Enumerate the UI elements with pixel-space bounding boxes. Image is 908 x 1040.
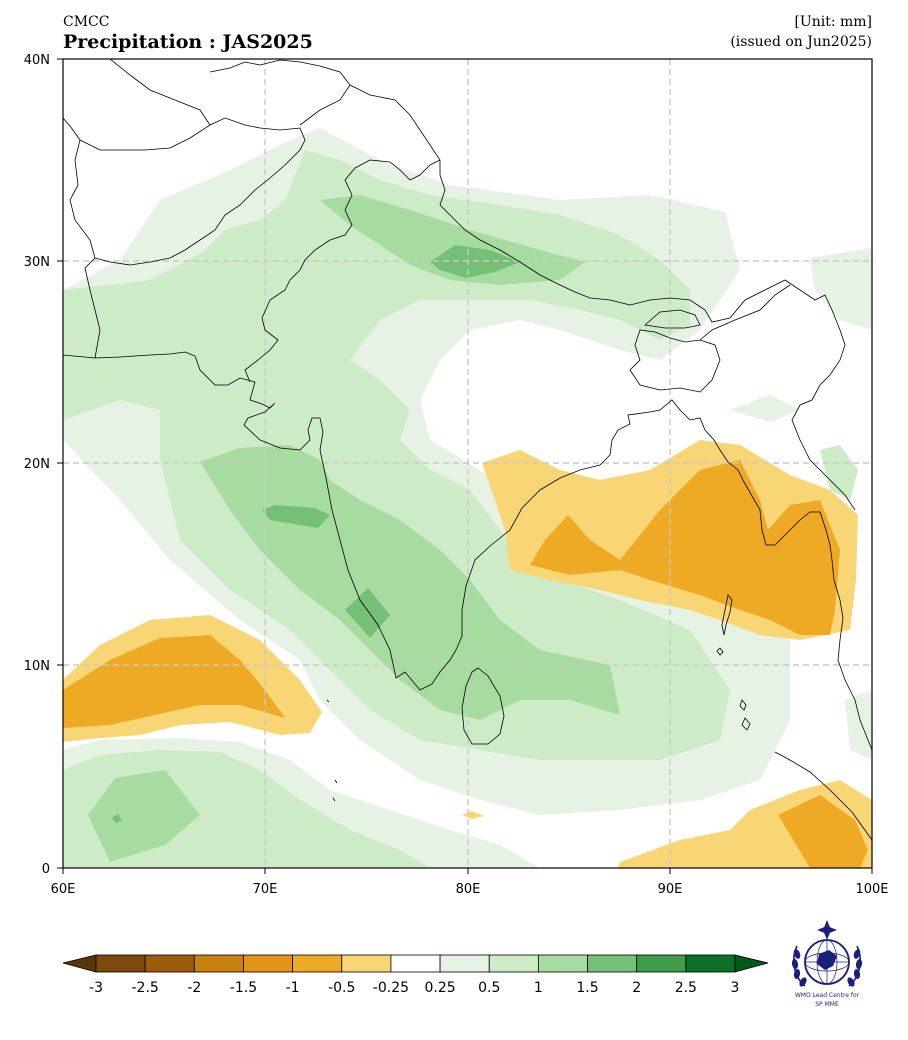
colorbar-cell xyxy=(390,954,441,973)
border-northeast xyxy=(699,284,791,341)
source-label: CMCC xyxy=(63,14,110,30)
precip-anomaly-field xyxy=(63,128,872,868)
coastline-myanmar-south xyxy=(837,639,872,751)
colorbar-label: 1.5 xyxy=(576,980,598,996)
logo-text-line1: WMO Lead Centre for xyxy=(794,992,860,999)
colorbar-cell xyxy=(292,954,343,973)
colorbar-label: 0.25 xyxy=(424,980,455,996)
colorbar-cell xyxy=(193,954,244,973)
field-dry-orange-arabian xyxy=(63,635,285,728)
x-tick-label: 100E xyxy=(855,882,888,897)
colorbar-cell xyxy=(488,954,539,973)
x-tick-label: 70E xyxy=(253,882,278,897)
coastline-srilanka xyxy=(461,667,505,745)
field-green-dark-south xyxy=(345,588,390,638)
colorbar-label: -0.5 xyxy=(328,980,355,996)
colorbar-cell xyxy=(95,954,146,973)
colorbar-cells xyxy=(95,954,736,973)
field-dry-orange-bay xyxy=(530,460,840,635)
colorbar-cell xyxy=(243,954,294,973)
colorbar-label: -2 xyxy=(187,980,201,996)
coastline-india xyxy=(63,351,844,691)
border-china-nepal xyxy=(439,160,856,511)
colorbar-cell xyxy=(341,954,392,973)
field-green-light-bay xyxy=(730,395,800,422)
colorbar-labels: -3 -2.5 -2 -1.5 -1 -0.5 -0.25 0.25 0.5 1 1.5 2 2.5 3 xyxy=(89,980,739,996)
border-afghanistan xyxy=(79,117,306,266)
field-green-dark-dot xyxy=(112,814,122,823)
field-green-medium xyxy=(63,150,730,760)
colorbar-label: 1 xyxy=(534,980,543,996)
y-tick-label: 30N xyxy=(24,255,50,270)
coastline-sumatra xyxy=(774,751,872,841)
colorbar-cell xyxy=(144,954,195,973)
colorbar-cell xyxy=(439,954,490,973)
y-tick-label: 0 xyxy=(42,862,50,877)
border-north xyxy=(109,59,211,126)
colorbar-label: -2.5 xyxy=(131,980,158,996)
colorbar-over-arrow xyxy=(734,954,769,973)
map-title: Precipitation : JAS2025 xyxy=(63,31,313,53)
wmo-logo xyxy=(791,920,863,987)
field-green-light-southeast xyxy=(845,690,872,760)
field-green-strong-south xyxy=(88,770,200,862)
colorbar-cell xyxy=(685,954,736,973)
colorbar-cell xyxy=(537,954,588,973)
coastlines xyxy=(63,59,872,841)
issued-label: (issued on Jun2025) xyxy=(730,34,872,50)
x-tick-label: 80E xyxy=(456,882,481,897)
axis-ticks xyxy=(57,58,873,874)
logo-text-line2: SP MME xyxy=(815,1001,839,1008)
border-pakistan-iran xyxy=(63,117,101,359)
colorbar-label: 3 xyxy=(731,980,740,996)
colorbar-cell xyxy=(587,954,638,973)
unit-label: [Unit: mm] xyxy=(794,14,872,30)
x-tick-label: 60E xyxy=(51,882,76,897)
field-dry-orange-southeast xyxy=(778,795,868,868)
colorbar-label: 2 xyxy=(632,980,641,996)
field-dry-light-dot xyxy=(462,811,484,819)
border-pakistan-india xyxy=(244,159,441,383)
y-tick-label: 10N xyxy=(24,659,50,674)
border-bhutan xyxy=(644,309,701,329)
y-tick-label: 20N xyxy=(24,457,50,472)
border-china-west xyxy=(349,84,441,161)
field-green-dark-west xyxy=(262,505,330,528)
field-green-medium-bay xyxy=(820,445,858,500)
andaman-islands xyxy=(716,594,751,731)
colorbar-label: 0.5 xyxy=(478,980,500,996)
colorbar: -3 -2.5 -2 -1.5 -1 -0.5 -0.25 0.25 0.5 1 1.5 2 2.5 3 xyxy=(62,954,769,996)
gridlines xyxy=(63,59,872,868)
maldives-islands xyxy=(326,699,338,802)
y-tick-label: 40N xyxy=(24,53,50,68)
colorbar-label: -3 xyxy=(89,980,103,996)
colorbar-label: -1.5 xyxy=(230,980,257,996)
x-tick-label: 90E xyxy=(658,882,683,897)
colorbar-label: 2.5 xyxy=(675,980,697,996)
colorbar-cell xyxy=(636,954,687,973)
field-green-light-east xyxy=(810,248,872,330)
colorbar-label: -1 xyxy=(286,980,300,996)
border-bangladesh xyxy=(629,329,721,393)
border-tajik xyxy=(209,59,351,126)
colorbar-under-arrow xyxy=(62,954,97,973)
colorbar-label: -0.25 xyxy=(373,980,409,996)
